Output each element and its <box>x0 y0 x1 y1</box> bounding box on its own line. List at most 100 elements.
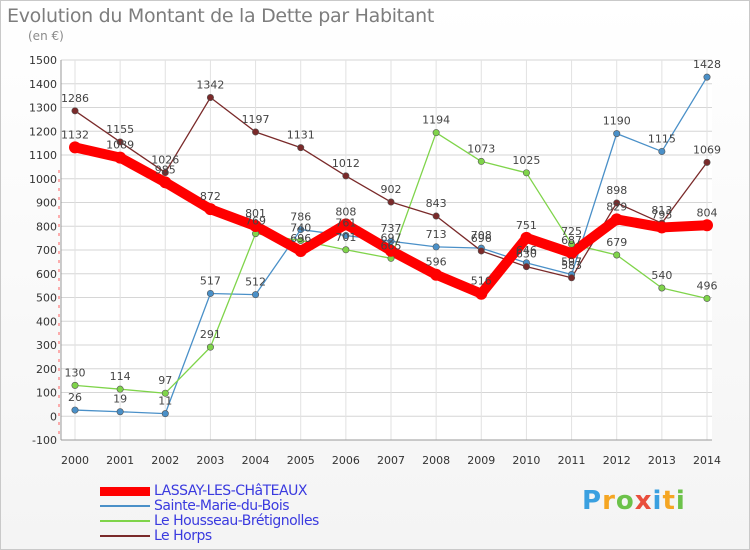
data-label-sainte-marie: 1428 <box>693 58 721 71</box>
x-tick-label: 2010 <box>512 454 540 467</box>
data-point-horps <box>477 247 485 255</box>
data-label-horps: 1012 <box>332 157 360 170</box>
data-point-lassay <box>204 203 217 216</box>
data-label-lassay: 697 <box>381 232 402 245</box>
data-label-housseau: 679 <box>606 236 627 249</box>
x-tick-label: 2001 <box>106 454 134 467</box>
data-point-sainte-marie <box>658 147 666 155</box>
data-label-sainte-marie: 713 <box>426 228 447 241</box>
data-point-lassay <box>69 141 81 154</box>
data-point-housseau <box>116 385 124 393</box>
data-label-horps: 1286 <box>61 92 89 105</box>
data-label-sainte-marie: 786 <box>290 211 311 224</box>
data-point-sainte-marie <box>206 289 214 297</box>
legend-label-housseau: Le Housseau-Brétignolles <box>154 513 319 529</box>
y-tick-label: 1000 <box>29 173 57 186</box>
y-tick-label: 100 <box>36 387 57 400</box>
data-label-housseau: 540 <box>651 269 672 282</box>
data-label-lassay: 808 <box>335 205 356 218</box>
chart-title: Evolution du Montant de la Dette par Hab… <box>7 5 435 27</box>
data-point-horps <box>703 158 711 166</box>
logo-letter: r <box>602 486 616 516</box>
data-label-lassay: 687 <box>561 234 582 247</box>
data-label-housseau: 740 <box>290 222 311 235</box>
data-point-sainte-marie <box>116 408 124 416</box>
x-tick-label: 2000 <box>61 454 89 467</box>
data-point-horps <box>387 198 395 206</box>
data-point-horps <box>252 128 260 136</box>
x-tick-label: 2007 <box>377 454 405 467</box>
data-point-housseau <box>522 169 530 177</box>
data-point-sainte-marie <box>387 237 395 245</box>
y-tick-label: 900 <box>36 197 57 210</box>
data-point-lassay <box>385 244 397 257</box>
data-point-horps <box>342 172 350 180</box>
data-label-sainte-marie: 597 <box>561 255 582 268</box>
data-point-lassay <box>294 244 307 257</box>
data-point-horps <box>161 169 169 177</box>
data-label-horps: 1131 <box>287 129 315 142</box>
data-label-housseau: 701 <box>335 231 356 244</box>
data-point-lassay <box>475 287 488 300</box>
logo-letter: P <box>582 486 603 516</box>
data-point-horps <box>71 107 79 115</box>
legend-swatch-sainte-marie <box>100 505 150 507</box>
data-point-housseau <box>342 246 350 254</box>
y-tick-label: 1200 <box>29 125 57 138</box>
proxiti-logo: Proxiti <box>582 486 686 516</box>
data-point-horps <box>116 138 124 146</box>
logo-letter: x <box>634 486 653 516</box>
data-label-housseau: 769 <box>245 215 266 228</box>
data-label-horps: 843 <box>426 197 447 210</box>
data-point-housseau <box>206 343 214 351</box>
y-tick-label: 1300 <box>29 102 57 115</box>
data-point-housseau <box>658 284 666 292</box>
data-label-lassay: 696 <box>290 232 311 245</box>
data-point-sainte-marie <box>161 410 169 418</box>
data-label-housseau: 130 <box>65 366 86 379</box>
y-tick-label: 1100 <box>29 149 57 162</box>
data-label-horps: 1026 <box>151 154 179 167</box>
data-label-housseau: 97 <box>158 374 172 387</box>
data-label-sainte-marie: 19 <box>113 393 127 406</box>
y-tick-label: 0 <box>50 410 57 423</box>
y-tick-label: -100 <box>32 434 57 447</box>
data-label-sainte-marie: 1190 <box>603 115 631 128</box>
legend-label-sainte-marie: Sainte-Marie-du-Bois <box>154 498 290 514</box>
data-point-lassay <box>655 221 668 234</box>
legend-label-horps: Le Horps <box>154 528 212 544</box>
data-point-lassay <box>339 218 352 231</box>
data-label-horps: 583 <box>561 259 582 272</box>
y-tick-label: 400 <box>36 315 57 328</box>
legend-swatch-horps <box>100 535 150 537</box>
data-point-lassay <box>610 213 623 226</box>
data-label-sainte-marie: 646 <box>516 244 537 257</box>
data-point-housseau <box>613 251 621 259</box>
data-point-lassay <box>249 220 262 233</box>
logo-letter: i <box>652 486 663 516</box>
data-label-sainte-marie: 26 <box>68 391 82 404</box>
data-label-sainte-marie: 11 <box>158 395 172 408</box>
legend-swatch-lassay <box>100 487 150 496</box>
data-point-horps <box>522 263 530 271</box>
data-point-sainte-marie <box>297 226 305 234</box>
data-label-housseau: 114 <box>110 370 131 383</box>
data-point-sainte-marie <box>342 232 350 240</box>
data-label-horps: 630 <box>516 248 537 261</box>
legend-swatch-housseau <box>100 520 150 522</box>
data-label-sainte-marie: 1115 <box>648 132 676 145</box>
x-tick-label: 2004 <box>242 454 270 467</box>
data-label-lassay: 596 <box>426 256 447 269</box>
data-label-sainte-marie: 737 <box>381 222 402 235</box>
y-tick-label: 1400 <box>29 78 57 91</box>
data-label-horps: 898 <box>606 184 627 197</box>
data-label-housseau: 725 <box>561 225 582 238</box>
y-tick-label: 1500 <box>29 54 57 67</box>
data-label-horps: 813 <box>651 204 672 217</box>
data-label-sainte-marie: 708 <box>471 229 492 242</box>
data-point-lassay <box>520 231 533 244</box>
data-label-lassay: 985 <box>155 163 176 176</box>
data-label-sainte-marie: 517 <box>200 274 221 287</box>
data-point-housseau <box>297 237 305 245</box>
data-label-sainte-marie: 512 <box>245 276 266 289</box>
